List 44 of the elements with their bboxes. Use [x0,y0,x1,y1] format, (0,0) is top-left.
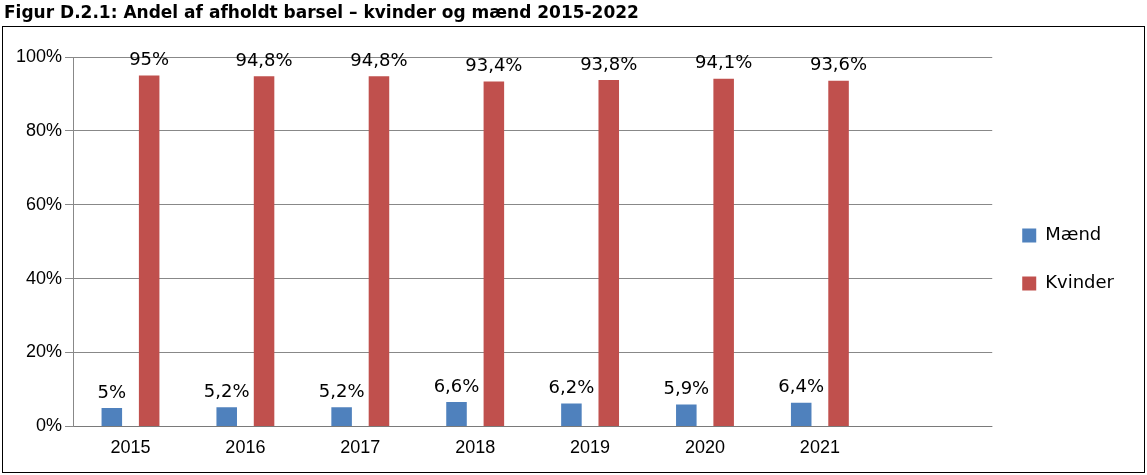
bar [713,78,734,426]
bar [101,407,123,426]
data-label: 5,9% [663,377,710,399]
data-label: 5% [97,380,127,402]
bar [368,76,390,426]
bar [561,403,582,426]
data-label: 94,8% [350,48,408,70]
chart-title: Figur D.2.1: Andel af afholdt barsel – kvinder og mænd 2015-2022 [3,1,640,24]
y-tick-label: 0% [36,415,63,436]
data-label: 95% [129,48,170,70]
legend-label: Kvinder [1045,271,1115,293]
data-label: 93,4% [465,54,523,76]
y-tick-label: 80% [26,119,63,140]
data-label: 6,4% [778,375,825,397]
data-label: 93,6% [809,53,868,75]
data-label: 6,6% [433,374,480,396]
y-tick-label: 20% [26,341,63,362]
data-label: 5,2% [318,379,365,401]
bar [446,402,467,426]
data-label: 94,8% [235,48,293,70]
legend-label: Mænd [1045,223,1102,245]
x-tick-label: 2015 [110,437,151,458]
x-tick-label: 2021 [799,437,840,458]
x-tick-label: 2017 [340,437,381,458]
x-tick-label: 2018 [455,437,496,458]
bar [483,81,505,426]
data-label: 5,2% [203,379,250,401]
y-tick-label: 100% [15,45,63,66]
data-label: 93,8% [580,52,638,74]
bar [790,402,812,426]
data-label: 6,2% [548,376,595,398]
bar [598,79,620,426]
data-label: 94,1% [695,51,753,73]
y-tick-label: 40% [26,267,63,288]
x-tick-label: 2019 [570,437,611,458]
x-tick-label: 2016 [225,437,266,458]
bar [828,80,849,426]
bar [331,407,352,426]
bar [216,407,237,426]
bar [676,404,697,426]
y-tick-label: 60% [26,193,63,214]
x-tick-label: 2020 [684,437,726,458]
bar [253,76,275,426]
bar [138,75,160,426]
